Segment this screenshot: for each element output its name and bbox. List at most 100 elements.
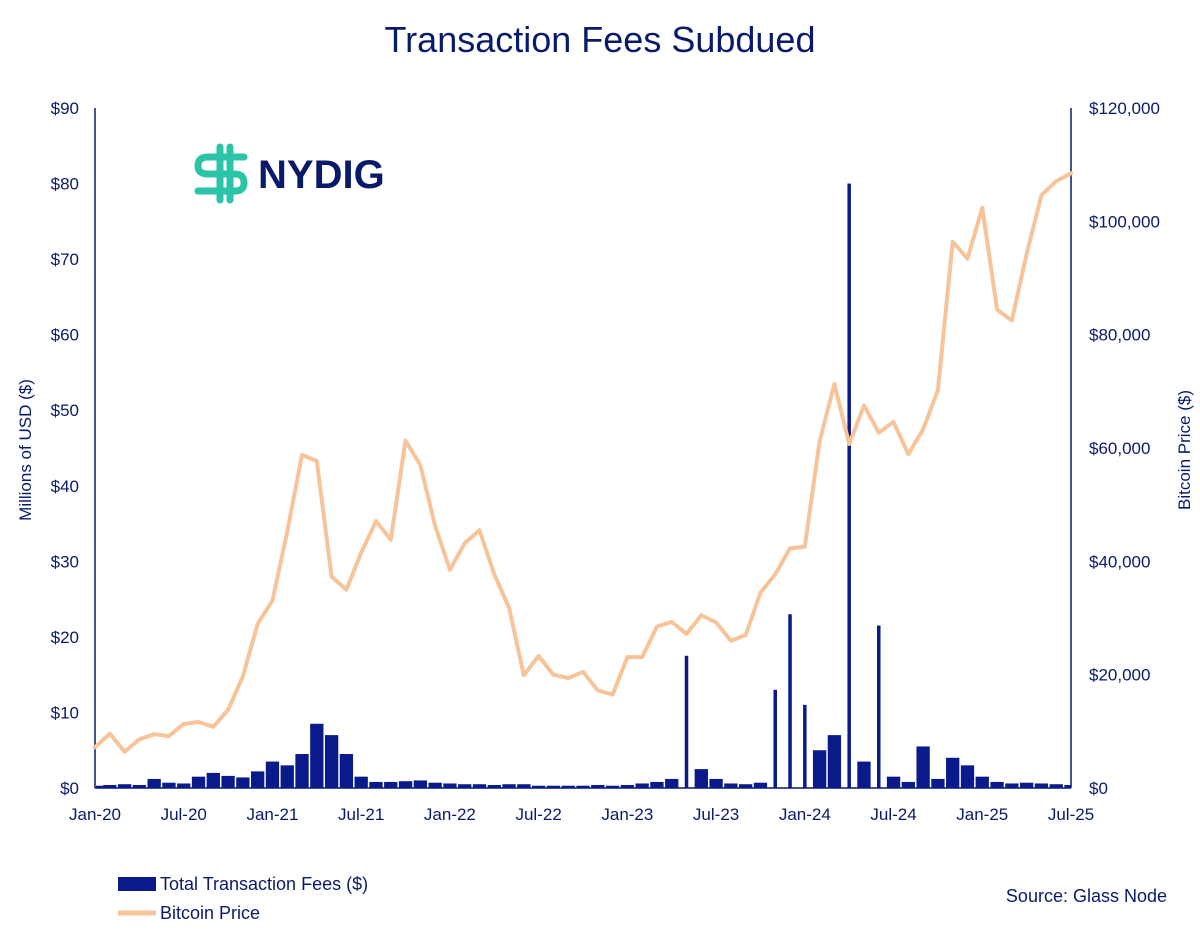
- fee-bar: [339, 754, 354, 788]
- price-line-layer: [93, 171, 1073, 754]
- y-right-tick-label: $80,000: [1089, 326, 1150, 345]
- fee-bar: [103, 784, 117, 788]
- legend-label-price: Bitcoin Price: [160, 903, 260, 923]
- fee-bar: [847, 183, 851, 789]
- y-left-tick-label: $10: [51, 703, 79, 722]
- fee-bar: [827, 735, 842, 788]
- fee-bar: [753, 782, 768, 788]
- fee-bar: [369, 781, 383, 788]
- fee-bar: [635, 783, 649, 788]
- fee-bar: [1019, 782, 1034, 788]
- x-tick-label: Jul-22: [515, 805, 561, 824]
- y-axis-left-label: Millions of USD ($): [16, 379, 35, 521]
- y-right-tick-label: $0: [1089, 779, 1108, 798]
- fees-bars: [96, 183, 1071, 789]
- y-left-tick-label: $50: [51, 401, 79, 420]
- y-left-tick-label: $70: [51, 250, 79, 269]
- x-tick-label: Jul-25: [1048, 805, 1094, 824]
- y-left-tick-label: $20: [51, 628, 79, 647]
- fee-bar: [502, 784, 516, 788]
- fee-bar: [901, 781, 915, 788]
- x-tick-label: Jul-21: [338, 805, 384, 824]
- y-right-tick-label: $20,000: [1089, 666, 1150, 685]
- fee-bar: [665, 778, 679, 788]
- fee-bar: [975, 776, 989, 788]
- fee-bar: [517, 784, 531, 788]
- fee-bar: [132, 784, 147, 788]
- fee-bar: [620, 784, 635, 788]
- fee-bar: [812, 750, 827, 788]
- fee-bar: [472, 784, 487, 788]
- fee-bar: [458, 784, 472, 788]
- x-tick-label: Jan-24: [779, 805, 831, 824]
- fee-bar: [931, 778, 945, 788]
- legend-swatch-fees: [118, 877, 156, 891]
- y-left-tick-label: $40: [51, 477, 79, 496]
- chart-title: Transaction Fees Subdued: [385, 19, 816, 60]
- axes: $0 $10 $20 $30 $40 $50 $60 $70 $80 $90 $0 $20,000 $4…: [51, 99, 1160, 824]
- fee-bar: [1064, 784, 1071, 788]
- y-left-tick-label: $30: [51, 552, 79, 571]
- price-line: [93, 171, 1073, 754]
- fee-bar: [162, 782, 176, 788]
- y-right-tick-label: $120,000: [1089, 99, 1160, 118]
- y-left-tick-label: $0: [60, 779, 79, 798]
- fee-bar: [531, 785, 546, 788]
- legend-label-fees: Total Transaction Fees ($): [160, 874, 368, 894]
- fee-bar: [946, 757, 960, 788]
- fee-bar: [310, 723, 324, 788]
- fee-bar: [803, 704, 807, 788]
- fee-bar: [221, 775, 235, 788]
- x-tick-label: Jan-21: [246, 805, 298, 824]
- fee-bar: [684, 655, 689, 788]
- y-left-tick-label: $90: [51, 99, 79, 118]
- x-tick-label: Jul-23: [693, 805, 739, 824]
- nydig-dollar-logo-icon: [194, 143, 248, 204]
- legend: Total Transaction Fees ($) Bitcoin Price: [118, 874, 368, 923]
- fee-bar: [576, 785, 590, 788]
- fee-bar: [788, 614, 792, 788]
- fee-bar: [886, 776, 901, 788]
- x-tick-label: Jan-22: [424, 805, 476, 824]
- fee-bar: [1049, 784, 1063, 788]
- fee-bar: [280, 765, 294, 788]
- fee-bar: [694, 769, 708, 788]
- fee-bar: [709, 778, 723, 788]
- logo-text: NYDIG: [258, 153, 385, 197]
- x-tick-label: Jan-25: [956, 805, 1008, 824]
- fee-bar: [857, 761, 871, 788]
- fee-bar: [398, 781, 413, 788]
- nydig-logo: NYDIG: [194, 143, 385, 204]
- fee-bar: [177, 783, 191, 788]
- fee-bar: [191, 776, 206, 788]
- fee-bar: [591, 784, 605, 788]
- fee-bar: [428, 782, 442, 788]
- fee-bar: [773, 689, 777, 788]
- y-left-tick-label: $60: [51, 326, 79, 345]
- y-right-tick-label: $60,000: [1089, 439, 1150, 458]
- fee-bar: [295, 754, 309, 788]
- x-tick-label: Jan-20: [69, 805, 121, 824]
- y-axis-right-label: Bitcoin Price ($): [1175, 390, 1194, 510]
- fee-bar: [147, 778, 161, 788]
- fee-bar: [96, 785, 110, 788]
- y-right-tick-label: $40,000: [1089, 552, 1150, 571]
- source-note: Source: Glass Node: [1006, 886, 1167, 906]
- fee-bar: [265, 761, 280, 788]
- fee-bar: [1005, 783, 1019, 788]
- fee-bar: [546, 785, 561, 788]
- fee-bar: [877, 625, 881, 788]
- x-tick-label: Jul-24: [870, 805, 916, 824]
- fee-bar: [990, 781, 1004, 788]
- fee-bar: [324, 735, 339, 788]
- fee-bar: [206, 772, 220, 788]
- fee-bar: [739, 784, 753, 788]
- fee-bar: [650, 781, 664, 788]
- fee-bar: [487, 784, 501, 788]
- fee-bar: [443, 783, 457, 788]
- fee-bar: [354, 776, 368, 788]
- fee-bar: [605, 785, 620, 788]
- fee-bar: [117, 784, 132, 788]
- fee-bar: [384, 781, 398, 788]
